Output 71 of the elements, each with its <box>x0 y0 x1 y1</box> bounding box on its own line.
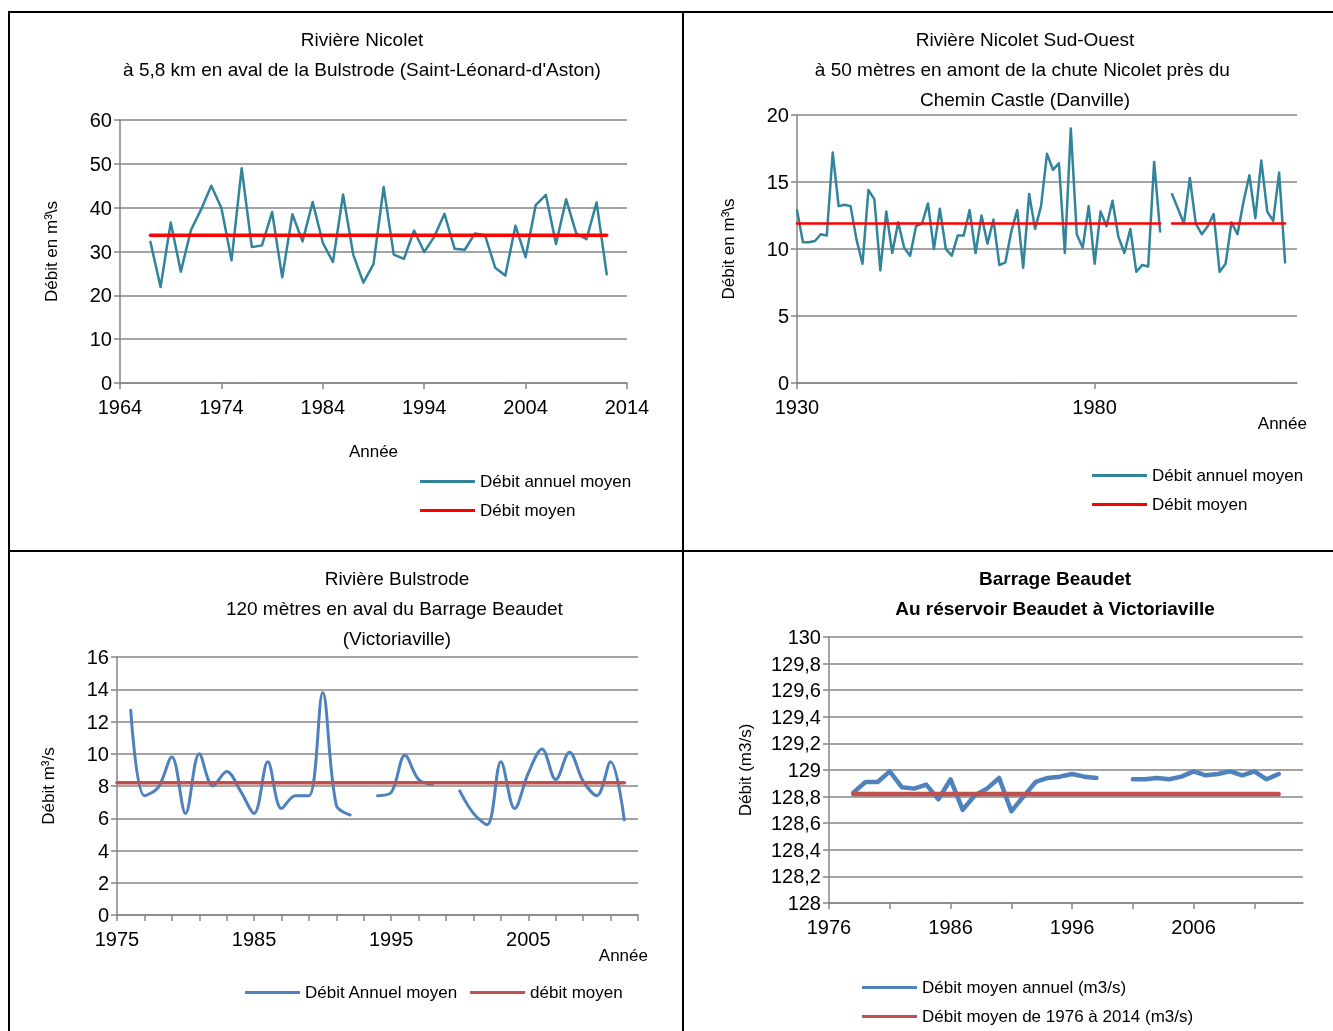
x-tick-label: 1930 <box>774 396 820 418</box>
y-tick-label: 128,6 <box>770 812 821 835</box>
y-tick-label: 8 <box>97 775 109 797</box>
x-axis-title: Année <box>1257 414 1307 433</box>
legend-label: Débit moyen annuel (m3/s) <box>922 978 1127 997</box>
y-tick-label: 10 <box>766 238 789 260</box>
chart-title: Barrage Beaudet <box>978 567 1132 589</box>
x-tick-label: 1974 <box>199 396 244 418</box>
legend-label: Débit annuel moyen <box>1152 466 1304 485</box>
chart-title: Rivière Nicolet Sud-Ouest <box>915 28 1136 50</box>
x-tick-label: 1985 <box>231 928 277 950</box>
x-tick-label: 2014 <box>604 396 650 418</box>
x-tick-label: 1980 <box>1072 396 1117 418</box>
x-tick-label: 1986 <box>928 916 973 938</box>
y-tick-label: 16 <box>86 646 109 668</box>
y-tick-label: 128,8 <box>770 785 821 808</box>
chart-title: Rivière Bulstrode <box>324 567 470 589</box>
y-axis-title: Débit en m³\s <box>42 200 61 303</box>
chart-title: Rivière Nicolet <box>300 28 424 50</box>
y-tick-label: 20 <box>89 284 112 307</box>
x-tick-label: 1995 <box>368 928 414 950</box>
x-tick-label: 1984 <box>300 396 346 418</box>
x-tick-label: 1994 <box>401 396 447 418</box>
y-axis-title: Débit m³/s <box>39 747 58 825</box>
x-tick-label: 1964 <box>97 396 143 418</box>
y-tick-label: 128,2 <box>770 865 821 888</box>
chart-subtitle: Au réservoir Beaudet à Victoriaville <box>895 597 1215 619</box>
x-axis-title: Année <box>598 946 648 965</box>
x-tick-label: 2006 <box>1171 916 1216 938</box>
y-tick-label: 0 <box>100 372 112 394</box>
x-axis-title: Année <box>348 442 399 461</box>
x-tick-label: 1975 <box>94 928 140 950</box>
chart-subtitle: à 5,8 km en aval de la Bulstrode (Saint-Léonard-d'Aston) <box>123 58 601 80</box>
x-tick-label: 2005 <box>506 928 551 950</box>
y-tick-label: 60 <box>89 109 112 131</box>
y-tick-label: 128,4 <box>770 838 821 861</box>
legend-label: Débit Annuel moyen <box>305 983 458 1002</box>
y-tick-label: 128 <box>787 892 821 914</box>
chart-subtitle: 120 mètres en aval du Barrage Beaudet (Victoriaville) <box>225 597 569 649</box>
y-tick-label: 129,4 <box>770 705 821 728</box>
legend-label: débit moyen <box>530 983 623 1002</box>
y-tick-label: 4 <box>97 839 109 862</box>
y-tick-label: 14 <box>86 678 109 701</box>
chart-subtitle: à 50 mètres en amont de la chute Nicolet près du Chemin Castle (Danville) <box>814 58 1236 110</box>
y-axis-title: Débit (m3/s) <box>736 723 755 817</box>
legend-label: Débit annuel moyen <box>480 472 632 491</box>
y-tick-label: 129 <box>787 759 821 781</box>
y-tick-label: 12 <box>86 710 109 733</box>
y-tick-label: 0 <box>777 372 789 394</box>
x-tick-label: 2004 <box>503 396 548 418</box>
y-tick-label: 6 <box>97 807 109 830</box>
y-tick-label: 130 <box>787 626 821 648</box>
y-tick-label: 129,6 <box>770 679 821 702</box>
y-tick-label: 50 <box>89 152 112 175</box>
y-tick-label: 129,8 <box>770 652 821 675</box>
x-tick-label: 1996 <box>1049 916 1095 938</box>
y-tick-label: 20 <box>766 104 789 126</box>
y-tick-label: 0 <box>97 904 109 926</box>
y-axis-title: Débit en m³\s <box>719 198 738 300</box>
y-tick-label: 10 <box>89 328 112 351</box>
y-tick-label: 2 <box>97 871 109 894</box>
legend-label: Débit moyen de 1976 à 2014 (m3/s) <box>922 1007 1194 1026</box>
x-tick-label: 1976 <box>806 916 852 938</box>
y-tick-label: 40 <box>89 196 112 219</box>
legend-label: Débit moyen <box>480 501 576 520</box>
y-tick-label: 30 <box>89 240 112 263</box>
legend-label: Débit moyen <box>1152 495 1248 514</box>
y-tick-label: 129,2 <box>770 732 821 755</box>
y-tick-label: 5 <box>777 305 789 327</box>
y-tick-label: 10 <box>86 742 109 765</box>
y-tick-label: 15 <box>766 171 789 193</box>
